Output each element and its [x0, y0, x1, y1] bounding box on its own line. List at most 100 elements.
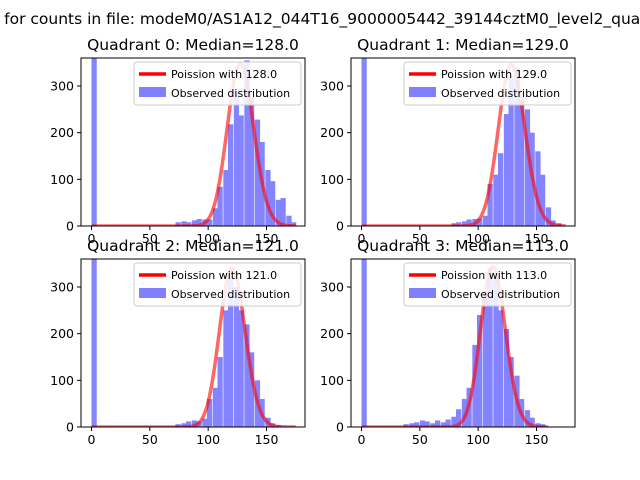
histogram-bar	[91, 259, 97, 427]
y-tick-label: 100	[320, 172, 344, 187]
x-tick-label: 50	[412, 231, 428, 246]
histogram-bar	[181, 221, 187, 226]
legend-label: Observed distribution	[171, 87, 290, 100]
histogram-bar	[524, 109, 531, 226]
x-tick-label: 0	[358, 231, 366, 246]
legend-box	[133, 262, 302, 307]
histogram-bar	[249, 352, 255, 427]
legend-label: Poission with 129.0	[441, 68, 547, 81]
quadrant-panel-2: 0 50 100 150 0 100 200 300 Quadrant 2: Median=12…	[50, 237, 306, 447]
histogram-bar	[414, 422, 420, 427]
histogram-bar	[207, 399, 213, 427]
y-tick-label: 300	[320, 280, 344, 295]
x-tick-label: 0	[358, 432, 366, 447]
histogram-bar	[540, 174, 546, 226]
legend-bar-swatch	[139, 87, 166, 97]
poisson-curve	[90, 266, 297, 427]
x-tick-label: 50	[142, 432, 158, 447]
histogram-bar	[456, 409, 462, 427]
legend: Poission with 128.0 Observed distribution	[133, 61, 302, 106]
legend-label: Poission with 128.0	[171, 68, 277, 81]
histogram-bar	[456, 222, 462, 226]
histogram-bar	[217, 186, 223, 226]
y-tick-label: 100	[50, 373, 74, 388]
x-tick-label: 100	[466, 432, 490, 447]
histogram-bar	[244, 324, 250, 427]
histogram-bar	[223, 310, 229, 427]
histogram-bar	[430, 423, 436, 427]
histogram-bar	[91, 58, 97, 226]
legend-box	[133, 61, 302, 106]
histogram-bar	[186, 222, 192, 226]
x-tick-label: 50	[142, 231, 158, 246]
legend: Poission with 121.0 Observed distribution	[133, 262, 302, 307]
histogram-bar	[196, 219, 202, 226]
y-tick-label: 300	[320, 79, 344, 94]
histogram-bars	[91, 58, 297, 226]
histogram-bar	[482, 291, 489, 427]
legend-label: Poission with 121.0	[171, 269, 277, 282]
y-tick-label: 0	[66, 420, 74, 435]
histogram-bar	[217, 357, 223, 427]
histogram-bar	[435, 420, 441, 427]
histogram-bar	[238, 115, 244, 226]
panel-title: Quadrant 0: Median=128.0	[87, 36, 299, 54]
histogram-bar	[249, 97, 255, 226]
histogram-bar	[498, 310, 504, 427]
y-tick-label: 0	[66, 219, 74, 234]
x-tick-label: 100	[466, 231, 490, 246]
histogram-bar	[409, 423, 415, 427]
x-tick-label: 150	[255, 231, 279, 246]
y-tick-label: 0	[336, 420, 344, 435]
x-tick-label: 100	[196, 231, 220, 246]
y-tick-label: 200	[320, 326, 344, 341]
axes-frame	[80, 258, 306, 428]
poisson-curve	[360, 264, 549, 427]
histogram-bar	[503, 329, 510, 427]
histogram-bar	[265, 170, 271, 226]
histogram-bar	[228, 124, 234, 226]
x-tick-label: 150	[525, 231, 549, 246]
histogram-bar	[270, 181, 276, 226]
histogram-bar	[545, 207, 552, 226]
histogram-bar	[361, 259, 367, 427]
legend-bar-swatch	[409, 87, 436, 97]
figure-suptitle: Histograms for counts in file: modeM0/AS…	[0, 10, 640, 29]
histogram-bar	[424, 421, 430, 427]
histogram-bar	[212, 387, 219, 427]
y-tick-label: 100	[320, 373, 344, 388]
histogram-bar	[191, 220, 198, 226]
histogram-bar	[466, 219, 472, 226]
panel-title: Quadrant 3: Median=113.0	[357, 237, 569, 255]
histogram-bar	[508, 357, 514, 427]
y-tick-label: 0	[336, 219, 344, 234]
histogram-bar	[175, 222, 181, 226]
y-tick-label: 200	[50, 125, 74, 140]
histogram-bar	[477, 218, 483, 226]
histogram-bar	[228, 276, 234, 427]
legend-bar-swatch	[139, 288, 166, 298]
legend-box	[403, 61, 572, 106]
histogram-bar	[202, 418, 208, 427]
histogram-bar	[477, 315, 483, 427]
legend-label: Observed distribution	[171, 288, 290, 301]
x-tick-label: 150	[255, 432, 279, 447]
histogram-bar	[280, 198, 286, 226]
histogram-bar	[440, 422, 447, 427]
axes-frame	[350, 57, 576, 227]
histogram-bar	[529, 417, 535, 427]
histogram-bar	[212, 208, 219, 226]
histogram-bar	[207, 219, 213, 226]
histogram-bar	[472, 344, 478, 427]
legend-label: Observed distribution	[441, 87, 560, 100]
histogram-bar	[461, 221, 468, 226]
histogram-bar	[361, 58, 367, 226]
histogram-bar	[254, 119, 261, 226]
x-tick-label: 50	[412, 432, 428, 447]
histogram-bars	[361, 259, 546, 427]
histogram-bar	[286, 215, 292, 226]
legend: Poission with 129.0 Observed distribution	[403, 61, 572, 106]
histogram-bar	[498, 153, 504, 226]
histogram-bar	[291, 222, 297, 226]
